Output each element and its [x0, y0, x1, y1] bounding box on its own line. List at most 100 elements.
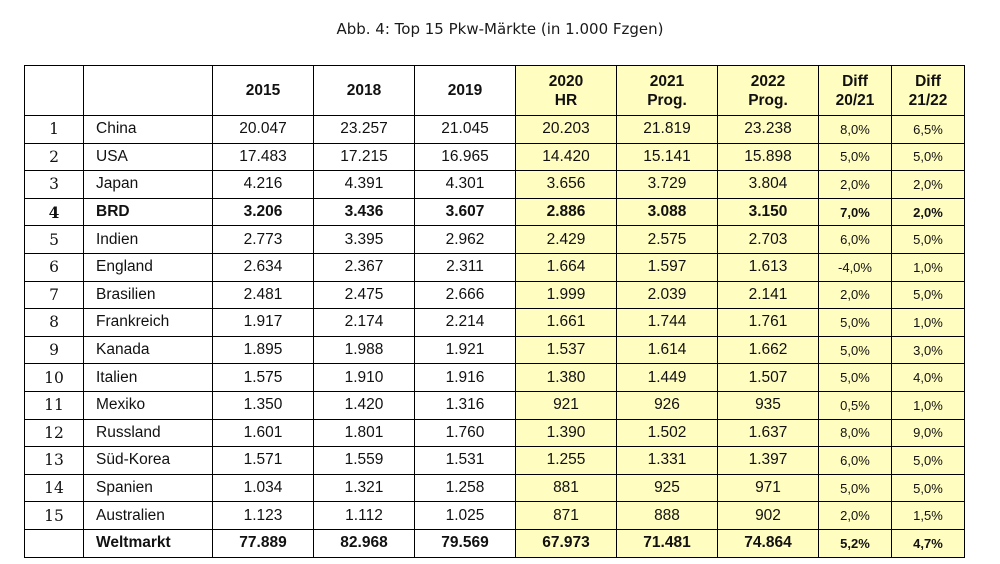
value-cell: 1.420	[313, 390, 415, 420]
column-header-line2: 20/21	[835, 91, 875, 109]
value-cell: 1.025	[414, 501, 516, 530]
table-row: 5 Indien 2.773 3.395 2.962 2.429 2.575 2.703 6,0…	[24, 225, 965, 254]
country-cell: Mexiko	[83, 390, 213, 420]
value-cell: 925	[616, 473, 718, 503]
value-cell: 1.571	[212, 446, 314, 475]
rank-cell: 15	[24, 501, 84, 530]
value-cell: 1.999	[515, 280, 617, 310]
value-cell: 2.311	[414, 252, 516, 282]
rank-cell: 6	[24, 252, 84, 282]
column-header-line1: 2022	[750, 72, 786, 90]
column-header-line2: HR	[554, 91, 578, 109]
value-cell: 1.575	[212, 363, 314, 392]
value-cell: 1.760	[414, 418, 516, 448]
rank-cell: 13	[24, 446, 84, 475]
value-cell: 2.429	[515, 225, 617, 254]
value-cell: 1.637	[717, 418, 819, 448]
value-cell: 82.968	[313, 528, 415, 558]
header-row: 2015 2018 2019 2020 HR 2021 Prog. 2022 Prog. Diff…	[24, 65, 965, 116]
value-cell: 2.475	[313, 280, 415, 310]
value-cell: 1.761	[717, 308, 819, 337]
country-cell: BRD	[83, 197, 213, 227]
column-header-line2: Prog.	[647, 91, 687, 109]
column-header: Diff 20/21	[818, 65, 892, 116]
total-row: Weltmarkt 77.889 82.968 79.569 67.973 71.481 7…	[24, 528, 965, 558]
country-cell: Brasilien	[83, 280, 213, 310]
table-row: 10 Italien 1.575 1.910 1.916 1.380 1.449 1.507 5…	[24, 363, 965, 392]
value-cell: 4.301	[414, 170, 516, 199]
rank-cell: 2	[24, 142, 84, 172]
value-cell: 1.537	[515, 335, 617, 365]
value-cell: 3.395	[313, 225, 415, 254]
diff-cell: 6,0%	[818, 446, 892, 475]
value-cell: 2.367	[313, 252, 415, 282]
value-cell: 2.666	[414, 280, 516, 310]
diff-cell: 5,0%	[891, 446, 965, 475]
diff-cell: 5,0%	[891, 142, 965, 172]
column-header-line2: 21/22	[908, 91, 948, 109]
table-row: 9 Kanada 1.895 1.988 1.921 1.537 1.614 1.662 5,0…	[24, 335, 965, 365]
value-cell: 1.321	[313, 473, 415, 503]
value-cell: 74.864	[717, 528, 819, 558]
value-cell: 1.664	[515, 252, 617, 282]
diff-cell: 5,0%	[818, 308, 892, 337]
value-cell: 3.607	[414, 197, 516, 227]
diff-cell: 6,0%	[818, 225, 892, 254]
value-cell: 17.483	[212, 142, 314, 172]
table-row: 14 Spanien 1.034 1.321 1.258 881 925 971 5,0% 5,0…	[24, 473, 965, 503]
value-cell: 2.962	[414, 225, 516, 254]
column-header-line2: Prog.	[748, 91, 788, 109]
value-cell: 67.973	[515, 528, 617, 558]
value-cell: 1.662	[717, 335, 819, 365]
diff-cell: 5,0%	[891, 225, 965, 254]
country-cell: Süd-Korea	[83, 446, 213, 475]
diff-cell: 5,0%	[818, 142, 892, 172]
value-cell: 15.141	[616, 142, 718, 172]
table-row: 12 Russland 1.601 1.801 1.760 1.390 1.502 1.637…	[24, 418, 965, 448]
column-header-line1: 2019	[447, 82, 483, 99]
table-row: 8 Frankreich 1.917 2.174 2.214 1.661 1.744 1.76…	[24, 308, 965, 337]
value-cell: 1.350	[212, 390, 314, 420]
diff-cell: 2,0%	[891, 197, 965, 227]
value-cell: 1.123	[212, 501, 314, 530]
column-header-line1: 2015	[245, 82, 281, 99]
table-row: 4 BRD 3.206 3.436 3.607 2.886 3.088 3.150 7,0% 2,…	[24, 197, 965, 227]
diff-cell: 2,0%	[818, 170, 892, 199]
column-header-line1: Diff	[915, 72, 941, 90]
value-cell: 1.258	[414, 473, 516, 503]
value-cell: 1.614	[616, 335, 718, 365]
value-cell: 881	[515, 473, 617, 503]
value-cell: 1.744	[616, 308, 718, 337]
diff-cell: 7,0%	[818, 197, 892, 227]
column-header-line1: 2018	[346, 82, 382, 99]
value-cell: 1.921	[414, 335, 516, 365]
markets-table: 2015 2018 2019 2020 HR 2021 Prog. 2022 Prog. Diff…	[24, 65, 965, 558]
value-cell: 3.804	[717, 170, 819, 199]
value-cell: 21.819	[616, 115, 718, 144]
country-cell: Japan	[83, 170, 213, 199]
value-cell: 935	[717, 390, 819, 420]
value-cell: 2.174	[313, 308, 415, 337]
value-cell: 1.331	[616, 446, 718, 475]
table-row: 1 China 20.047 23.257 21.045 20.203 21.819 23.2…	[24, 115, 965, 144]
country-cell: Australien	[83, 501, 213, 530]
value-cell: 902	[717, 501, 819, 530]
diff-cell: 5,0%	[891, 473, 965, 503]
diff-cell: 8,0%	[818, 418, 892, 448]
value-cell: 23.238	[717, 115, 819, 144]
value-cell: 1.910	[313, 363, 415, 392]
value-cell: 3.150	[717, 197, 819, 227]
value-cell: 2.039	[616, 280, 718, 310]
column-header: 2015	[212, 65, 314, 116]
diff-cell: 2,0%	[818, 280, 892, 310]
table-row: 6 England 2.634 2.367 2.311 1.664 1.597 1.613 -4…	[24, 252, 965, 282]
value-cell: 921	[515, 390, 617, 420]
rank-cell: 12	[24, 418, 84, 448]
rank-cell: 3	[24, 170, 84, 199]
column-header: 2020 HR	[515, 65, 617, 116]
column-header	[24, 65, 84, 116]
value-cell: 20.203	[515, 115, 617, 144]
column-header-line1: Diff	[842, 72, 868, 90]
value-cell: 1.502	[616, 418, 718, 448]
value-cell: 21.045	[414, 115, 516, 144]
